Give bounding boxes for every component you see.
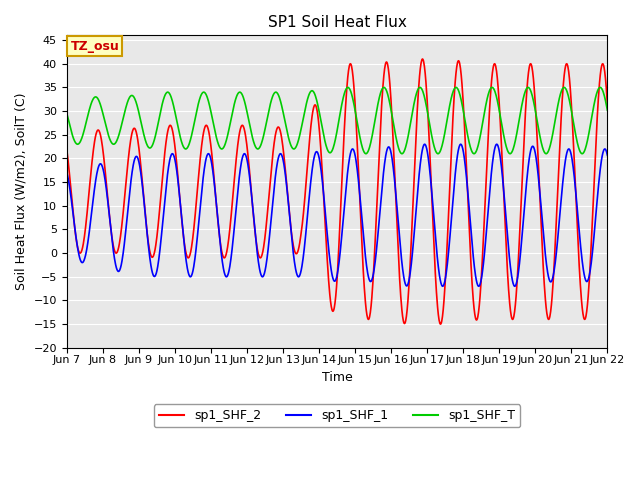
sp1_SHF_T [244, 111, 252, 117]
sp1_SHF_2 [419, 56, 426, 62]
sp1_SHF_T [540, 148, 548, 154]
Legend: sp1_SHF_2, sp1_SHF_1, sp1_SHF_T: sp1_SHF_2, sp1_SHF_1, sp1_SHF_T [154, 404, 520, 427]
sp1_SHF_2 [183, 253, 191, 259]
sp1_SHF_2 [244, 148, 252, 154]
Y-axis label: Soil Heat Flux (W/m2), SoilT (C): Soil Heat Flux (W/m2), SoilT (C) [15, 93, 28, 290]
sp1_SHF_1 [540, 237, 548, 242]
sp1_SHF_1 [421, 142, 429, 147]
sp1_SHF_2 [63, 146, 70, 152]
sp1_SHF_1 [492, 142, 500, 147]
Line: sp1_SHF_1: sp1_SHF_1 [67, 144, 607, 286]
Line: sp1_SHF_T: sp1_SHF_T [67, 87, 607, 154]
sp1_SHF_2 [604, 101, 611, 107]
Text: TZ_osu: TZ_osu [70, 39, 119, 52]
sp1_SHF_1 [63, 169, 70, 175]
sp1_SHF_T [183, 145, 191, 151]
sp1_SHF_1 [244, 159, 252, 165]
sp1_SHF_T [492, 91, 500, 97]
Title: SP1 Soil Heat Flux: SP1 Soil Heat Flux [268, 15, 406, 30]
sp1_SHF_T [604, 108, 611, 113]
Line: sp1_SHF_2: sp1_SHF_2 [67, 59, 607, 324]
sp1_SHF_2 [421, 71, 429, 76]
sp1_SHF_T [63, 110, 70, 116]
sp1_SHF_1 [170, 153, 178, 158]
sp1_SHF_2 [540, 275, 548, 281]
sp1_SHF_1 [604, 152, 611, 158]
sp1_SHF_2 [436, 321, 444, 327]
sp1_SHF_T [421, 96, 429, 101]
sp1_SHF_T [170, 104, 178, 110]
sp1_SHF_T [488, 84, 496, 90]
sp1_SHF_T [506, 151, 514, 156]
sp1_SHF_1 [183, 264, 191, 269]
sp1_SHF_1 [421, 142, 429, 147]
X-axis label: Time: Time [322, 371, 353, 384]
sp1_SHF_2 [492, 66, 500, 72]
sp1_SHF_1 [439, 283, 447, 289]
sp1_SHF_2 [170, 135, 178, 141]
